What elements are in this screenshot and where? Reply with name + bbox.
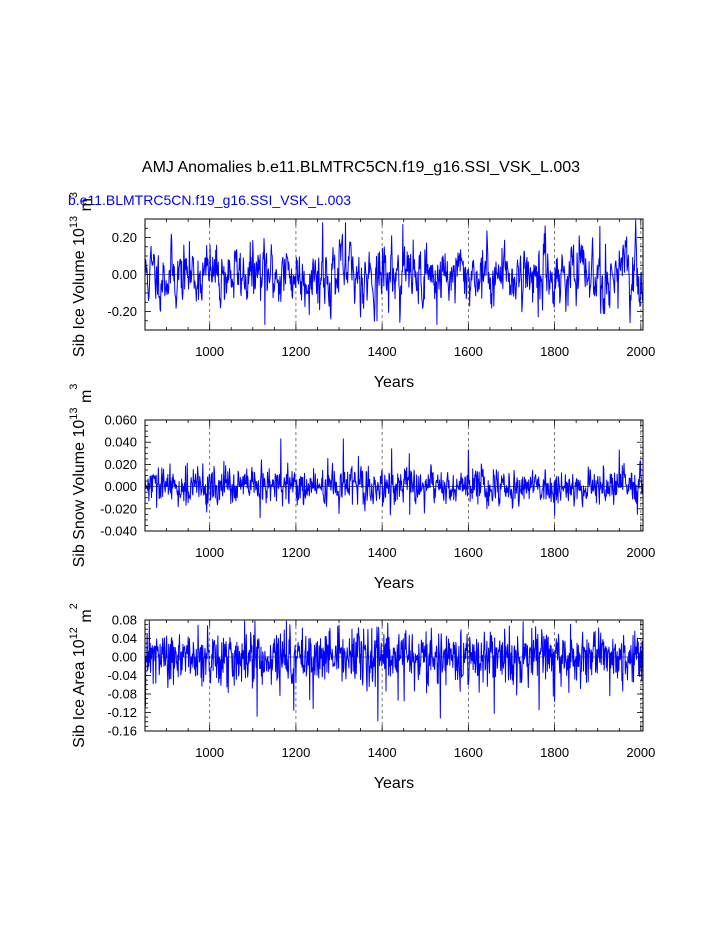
ice-area-panel: 1000 1200 1400 1600 1800 2000 -0.16 -0.12 -0.08 -… — [68, 603, 655, 792]
y-axis-label-exponent: 3 — [68, 192, 80, 198]
x-tick-label: 1000 — [195, 545, 224, 560]
y-axis-label-text: Sib Ice Volume 10 — [71, 228, 88, 357]
plot-frame — [144, 419, 644, 532]
y-tick-label: -0.04 — [107, 668, 137, 683]
y-tick-label: -0.20 — [107, 304, 137, 319]
x-tick-label: 1400 — [368, 545, 397, 560]
x-tick-label: 1200 — [281, 745, 310, 760]
x-tick-label: 1200 — [281, 344, 310, 359]
y-tick-label: -0.16 — [107, 724, 137, 739]
y-tick-label: -0.08 — [107, 687, 137, 702]
x-tick-label: 2000 — [626, 545, 655, 560]
y-tick-label: 0.000 — [104, 479, 137, 494]
x-tick-label: 1200 — [281, 545, 310, 560]
data-series-line — [144, 620, 644, 722]
x-tick-label: 1600 — [454, 545, 483, 560]
x-tick-label: 1000 — [195, 745, 224, 760]
y-axis-label: Sib Snow Volume 1013 m3 — [68, 384, 95, 568]
y-axis-label-exponent: 2 — [68, 603, 80, 609]
y-axis-label: Sib Ice Volume 1013 m3 — [68, 192, 95, 357]
y-axis-label-text: Sib Ice Area 10 — [71, 639, 88, 748]
y-tick-label: 0.20 — [112, 230, 137, 245]
ice-volume-panel: 1000 1200 1400 1600 1800 2000 -0.20 0.00 0.20 Yea… — [68, 192, 655, 391]
y-axis-label-text: Sib Snow Volume 10 — [71, 420, 88, 568]
x-axis-label: Years — [374, 374, 414, 391]
data-series-line — [144, 438, 644, 519]
x-axis-label: Years — [374, 575, 414, 592]
x-tick-label: 1400 — [368, 745, 397, 760]
y-tick-label: 0.040 — [104, 435, 137, 450]
y-tick-label: 0.08 — [112, 613, 137, 628]
x-tick-label: 1800 — [540, 745, 569, 760]
x-tick-label: 1800 — [540, 545, 569, 560]
y-axis-label-exponent: 12 — [68, 627, 80, 639]
y-tick-label: 0.020 — [104, 457, 137, 472]
x-tick-label: 2000 — [626, 344, 655, 359]
y-tick-label: 0.04 — [112, 631, 137, 646]
y-tick-label: 0.00 — [112, 650, 137, 665]
y-axis-label: Sib Ice Area 1012 m2 — [68, 603, 95, 748]
series-label: b.e11.BLMTRC5CN.f19_g16.SSI_VSK_L.003 — [68, 192, 351, 208]
y-tick-label: -0.020 — [100, 501, 137, 516]
x-tick-label: 1000 — [195, 344, 224, 359]
x-axis-label: Years — [374, 775, 414, 792]
snow-volume-panel: 1000 1200 1400 1600 1800 2000 -0.040 -0.020 0.00… — [68, 384, 655, 592]
y-axis-label-text: m — [78, 609, 95, 627]
y-axis-label-exponent: 13 — [68, 408, 80, 420]
x-tick-label: 1800 — [540, 344, 569, 359]
data-series-line — [144, 219, 644, 325]
y-tick-label: 0.060 — [104, 413, 137, 428]
chart-title: AMJ Anomalies b.e11.BLMTRC5CN.f19_g16.SS… — [142, 159, 580, 176]
x-tick-label: 1400 — [368, 344, 397, 359]
x-tick-label: 2000 — [626, 745, 655, 760]
y-axis-label-text: m — [78, 390, 95, 408]
x-tick-label: 1600 — [454, 745, 483, 760]
x-tick-label: 1600 — [454, 344, 483, 359]
y-tick-label: -0.12 — [107, 705, 137, 720]
y-tick-label: -0.040 — [100, 524, 137, 539]
y-tick-label: 0.00 — [112, 267, 137, 282]
y-axis-label-exponent: 3 — [68, 384, 80, 390]
y-axis-label-text: m — [78, 198, 95, 216]
y-axis-label-exponent: 13 — [68, 216, 80, 228]
